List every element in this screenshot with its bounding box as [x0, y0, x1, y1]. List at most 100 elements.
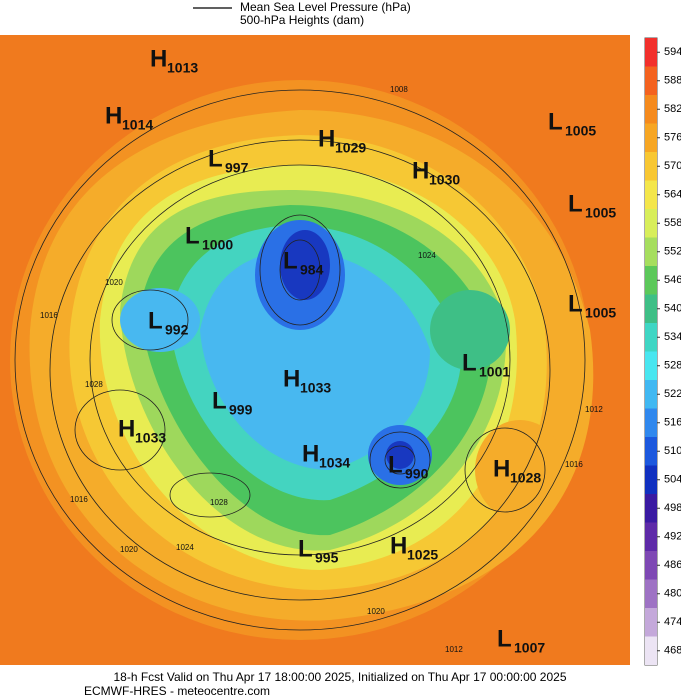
colorbar-label: 588	[664, 75, 681, 87]
center-pressure: 1005	[565, 123, 596, 139]
colorbar-label: 504	[664, 474, 681, 486]
center-pressure: 1025	[407, 547, 438, 563]
center-pressure: 1013	[167, 60, 198, 76]
center-symbol: H	[118, 415, 135, 442]
colorbar-label: 486	[664, 559, 681, 571]
center-symbol: L	[388, 451, 403, 478]
center-pressure: 1007	[514, 640, 545, 656]
colorbar-label: 522	[664, 388, 681, 400]
colorbar-label: 468	[664, 645, 681, 657]
center-symbol: L	[298, 535, 313, 562]
center-symbol: L	[283, 247, 298, 274]
center-symbol: H	[105, 102, 122, 129]
center-symbol: L	[212, 387, 227, 414]
center-pressure: 997	[225, 160, 249, 176]
colorbar-label: 516	[664, 417, 681, 429]
colorbar-swatch	[645, 608, 657, 637]
isobar-label: 1016	[565, 460, 583, 469]
center-symbol: H	[318, 125, 335, 152]
isobar-label: 1028	[85, 380, 103, 389]
center-symbol: L	[208, 145, 223, 172]
center-symbol: L	[568, 190, 583, 217]
center-pressure: 995	[315, 550, 339, 566]
center-symbol: H	[412, 157, 429, 184]
center-pressure: 999	[229, 402, 253, 418]
colorbar-label: 582	[664, 103, 681, 115]
center-symbol: H	[283, 365, 300, 392]
center-pressure: 1014	[122, 117, 153, 133]
center-symbol: L	[148, 307, 163, 334]
colorbar-label: 480	[664, 588, 681, 600]
colorbar-swatch	[645, 95, 657, 124]
colorbar-label: 528	[664, 360, 681, 372]
center-pressure: 990	[405, 466, 429, 482]
center-pressure: 984	[300, 262, 324, 278]
colorbar-swatch	[645, 38, 657, 67]
colorbar-swatch	[645, 66, 657, 95]
colorbar-label: 570	[664, 160, 681, 172]
colorbar-swatch	[645, 123, 657, 152]
center-symbol: H	[390, 532, 407, 559]
isobar-label: 1020	[105, 278, 123, 287]
colorbar-label: 540	[664, 303, 681, 315]
isobar-label: 1028	[210, 498, 228, 507]
center-symbol: L	[568, 290, 583, 317]
colorbar-swatch	[645, 237, 657, 266]
colorbar-label: 510	[664, 445, 681, 457]
center-symbol: L	[462, 349, 477, 376]
colorbar-label: 576	[664, 132, 681, 144]
colorbar-swatch	[645, 351, 657, 380]
map-background	[0, 35, 630, 665]
colorbar-label: 492	[664, 531, 681, 543]
center-pressure: 1033	[135, 430, 166, 446]
center-pressure: 1030	[429, 172, 460, 188]
colorbar-swatch	[645, 380, 657, 409]
colorbar-label: 498	[664, 502, 681, 514]
colorbar-swatch	[645, 551, 657, 580]
isobar-label: 1008	[390, 85, 408, 94]
center-pressure: 1034	[319, 455, 350, 471]
center-pressure: 1005	[585, 305, 616, 321]
center-symbol: L	[497, 625, 512, 652]
colorbar-swatch	[645, 579, 657, 608]
colorbar-swatch	[645, 180, 657, 209]
colorbar-swatch	[645, 636, 657, 665]
center-pressure: 1000	[202, 237, 233, 253]
colorbar-swatch	[645, 494, 657, 523]
center-symbol: L	[185, 222, 200, 249]
colorbar-swatch	[645, 437, 657, 466]
center-pressure: 1029	[335, 140, 366, 156]
isobar-label: 1012	[445, 645, 463, 654]
center-pressure: 1005	[585, 205, 616, 221]
center-pressure: 992	[165, 322, 189, 338]
isobar-label: 1016	[70, 495, 88, 504]
center-symbol: L	[548, 108, 563, 135]
isobars	[14, 89, 586, 631]
colorbar-label: 552	[664, 246, 681, 258]
footer-text: 18-h Fcst Valid on Thu Apr 17 18:00:00 2…	[114, 670, 567, 684]
center-pressure: 1028	[510, 470, 541, 486]
center-pressure: 1001	[479, 364, 510, 380]
isobar-label: 1016	[40, 311, 58, 320]
center-symbol: H	[302, 440, 319, 467]
isobar-label: 1020	[367, 607, 385, 616]
colorbar-label: 474	[664, 616, 681, 628]
center-pressure: 1033	[300, 380, 331, 396]
colorbar-label: 564	[664, 189, 681, 201]
colorbar-swatch	[645, 323, 657, 352]
colorbar-label: 558	[664, 217, 681, 229]
colorbar-swatch	[645, 294, 657, 323]
isobar-label: 1024	[418, 251, 436, 260]
center-symbol: H	[493, 455, 510, 482]
center-symbol: H	[150, 45, 167, 72]
colorbar-swatch	[645, 209, 657, 238]
isobar-label: 1024	[176, 543, 194, 552]
colorbar-swatch	[645, 408, 657, 437]
colorbar-swatch	[645, 266, 657, 295]
colorbar-label: 546	[664, 274, 681, 286]
footer-text: ECMWF-HRES - meteocentre.com	[84, 684, 270, 698]
isobar-label: 1012	[585, 405, 603, 414]
colorbar-swatch	[645, 522, 657, 551]
colorbar-label: 534	[664, 331, 681, 343]
